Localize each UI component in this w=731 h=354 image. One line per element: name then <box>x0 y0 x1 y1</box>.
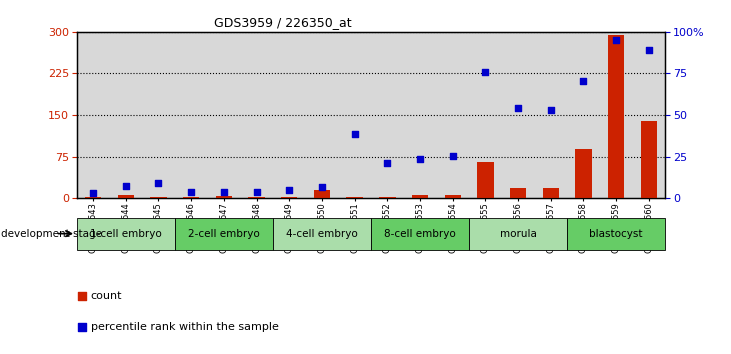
Bar <box>249 196 265 198</box>
Bar <box>306 32 338 198</box>
Bar <box>151 197 167 198</box>
Point <box>643 47 655 52</box>
Bar <box>118 195 134 198</box>
Text: 1-cell embryo: 1-cell embryo <box>90 229 162 239</box>
Point <box>284 187 295 193</box>
Bar <box>567 218 665 250</box>
Bar <box>208 32 240 198</box>
Point <box>414 156 426 162</box>
Bar <box>640 121 657 198</box>
Point <box>218 189 230 194</box>
Bar <box>404 32 436 198</box>
Point <box>251 189 262 194</box>
Text: 4-cell embryo: 4-cell embryo <box>286 229 357 239</box>
Bar <box>346 196 363 198</box>
Bar <box>542 188 559 198</box>
Bar <box>567 32 600 198</box>
Point <box>577 78 589 84</box>
Bar <box>600 32 632 198</box>
Text: percentile rank within the sample: percentile rank within the sample <box>91 322 279 332</box>
Bar <box>469 218 567 250</box>
Bar <box>371 32 404 198</box>
Bar <box>77 32 110 198</box>
Bar <box>281 196 298 198</box>
Bar <box>469 32 501 198</box>
Point <box>382 160 393 166</box>
Text: count: count <box>91 291 122 301</box>
Point <box>76 324 88 330</box>
Bar <box>175 218 273 250</box>
Bar <box>273 32 306 198</box>
Bar <box>216 196 232 198</box>
Bar <box>534 32 567 198</box>
Point <box>76 293 88 299</box>
Bar <box>77 218 175 250</box>
Bar <box>379 196 395 198</box>
Point <box>512 105 524 111</box>
Bar <box>575 149 591 198</box>
Point <box>153 180 164 185</box>
Point <box>186 189 197 194</box>
Bar <box>412 195 428 198</box>
Bar <box>338 32 371 198</box>
Point <box>316 184 327 190</box>
Text: 2-cell embryo: 2-cell embryo <box>188 229 260 239</box>
Bar <box>608 35 624 198</box>
Point <box>349 132 360 137</box>
Point <box>545 107 556 112</box>
Bar <box>436 32 469 198</box>
Point <box>610 37 622 43</box>
Point <box>480 69 491 75</box>
Bar <box>175 32 208 198</box>
Point <box>87 190 99 195</box>
Text: 8-cell embryo: 8-cell embryo <box>385 229 456 239</box>
Bar <box>371 218 469 250</box>
Bar <box>477 162 493 198</box>
Bar <box>314 190 330 198</box>
Bar <box>183 196 200 198</box>
Bar <box>110 32 142 198</box>
Text: development stage: development stage <box>1 229 102 239</box>
Bar <box>632 32 665 198</box>
Text: blastocyst: blastocyst <box>589 229 643 239</box>
Bar <box>444 195 461 198</box>
Bar <box>240 32 273 198</box>
Bar <box>501 32 534 198</box>
Title: GDS3959 / 226350_at: GDS3959 / 226350_at <box>214 16 352 29</box>
Bar <box>273 218 371 250</box>
Text: morula: morula <box>500 229 537 239</box>
Point <box>120 183 132 189</box>
Bar <box>142 32 175 198</box>
Bar <box>85 197 102 198</box>
Bar <box>510 188 526 198</box>
Point <box>447 153 458 158</box>
